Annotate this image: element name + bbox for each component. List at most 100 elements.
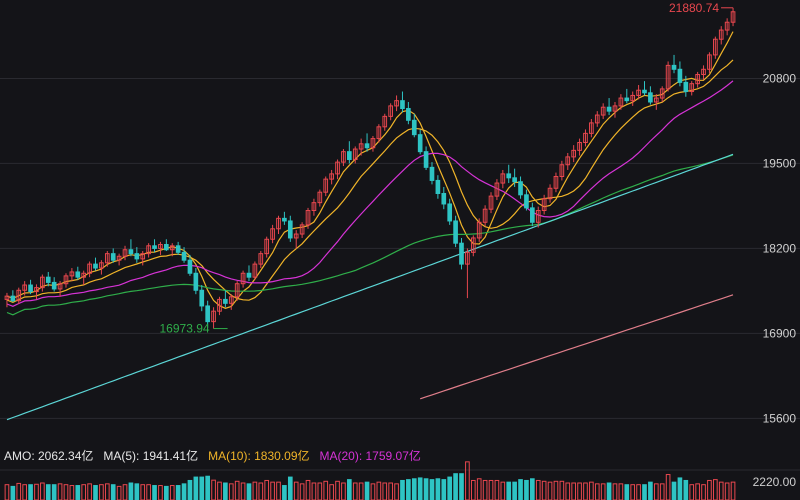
volume-bar <box>164 485 169 500</box>
volume-bar <box>571 482 576 500</box>
candle <box>441 186 447 210</box>
candle <box>40 274 45 292</box>
volume-bar <box>518 479 523 500</box>
y-tick-label: 18200 <box>763 241 797 255</box>
volume-bar <box>34 483 39 500</box>
candle <box>370 135 376 152</box>
volume-bar <box>282 485 287 500</box>
candle <box>553 172 559 193</box>
candle <box>211 307 216 329</box>
volume-bar <box>730 481 736 500</box>
grid-lines <box>0 77 800 419</box>
volume-bar <box>264 479 270 500</box>
candle <box>653 94 659 110</box>
candle <box>417 129 423 155</box>
volume-bar <box>364 481 370 500</box>
volume-bar <box>411 478 417 500</box>
volume-bar <box>447 476 453 500</box>
candle <box>252 261 258 280</box>
candle <box>400 91 405 113</box>
candle <box>57 281 63 297</box>
ma60-line <box>6 154 734 316</box>
candle <box>701 65 706 80</box>
volume-bar <box>69 485 75 500</box>
candle <box>299 222 305 238</box>
candle <box>87 261 92 278</box>
candle <box>382 113 388 131</box>
candle <box>152 239 157 253</box>
volume-bar <box>293 481 299 500</box>
volume-ma10-value: MA(10): 1830.09亿 <box>208 448 310 463</box>
candle <box>535 206 541 228</box>
volume-bar <box>93 485 98 500</box>
candle <box>707 52 712 74</box>
y-axis-ticks: 20800 19500 18200 16900 15600 <box>763 71 797 425</box>
volume-bar <box>583 482 588 500</box>
moving-average-lines <box>6 31 734 421</box>
volume-bar <box>122 484 128 500</box>
volume-bar <box>116 485 122 500</box>
candle <box>594 111 600 127</box>
candle <box>718 26 724 45</box>
volume-bar <box>665 474 671 500</box>
candle <box>730 7 736 27</box>
volume-bar <box>323 480 329 500</box>
volume-bar <box>512 481 517 500</box>
volume-bar <box>10 485 16 500</box>
candle <box>388 103 393 121</box>
volume-bar <box>223 482 228 500</box>
candle <box>99 260 104 275</box>
candle <box>571 145 576 163</box>
volume-bar <box>187 479 193 500</box>
volume-bar <box>51 484 57 500</box>
volume-bar <box>16 482 22 500</box>
candle <box>223 290 228 308</box>
candle <box>565 152 571 170</box>
volume-bar <box>648 481 653 500</box>
candle <box>488 192 494 214</box>
candle <box>506 164 512 184</box>
volume-bar <box>246 483 252 500</box>
candle <box>240 270 246 288</box>
volume-bar <box>234 480 240 500</box>
volume-bar <box>553 480 559 500</box>
volume-bar <box>541 480 547 500</box>
volume-bar <box>158 485 163 500</box>
volume-bar <box>482 479 488 500</box>
candle <box>465 248 470 299</box>
volume-bar <box>287 476 293 500</box>
volume-bar <box>305 479 311 500</box>
ma5-line <box>6 31 734 309</box>
candle <box>518 176 523 199</box>
candle <box>459 237 464 270</box>
candle <box>311 198 317 216</box>
candle <box>93 257 98 271</box>
volume-bar <box>701 484 706 500</box>
volume-bar <box>358 482 364 500</box>
volume-bar <box>140 484 146 500</box>
candle <box>394 95 399 112</box>
volume-bar <box>152 485 157 500</box>
volume-bar <box>276 481 281 500</box>
volume-bar <box>181 483 187 500</box>
volume-bar <box>612 483 618 500</box>
volume-bar <box>347 479 352 500</box>
y-tick-label: 16900 <box>763 326 797 340</box>
candle <box>128 239 134 257</box>
candle <box>347 141 352 164</box>
volume-bar <box>317 482 323 500</box>
volume-bar <box>559 480 565 500</box>
volume-bar <box>104 483 110 500</box>
candle <box>406 101 411 125</box>
candle <box>583 129 588 147</box>
candle <box>110 248 116 263</box>
low-price-label: 16973.94 <box>160 322 210 336</box>
candle <box>234 281 240 301</box>
candle <box>636 84 641 100</box>
volume-bar <box>134 483 140 500</box>
volume-bar <box>506 481 512 500</box>
volume-bar <box>453 473 458 500</box>
candle <box>164 239 169 252</box>
